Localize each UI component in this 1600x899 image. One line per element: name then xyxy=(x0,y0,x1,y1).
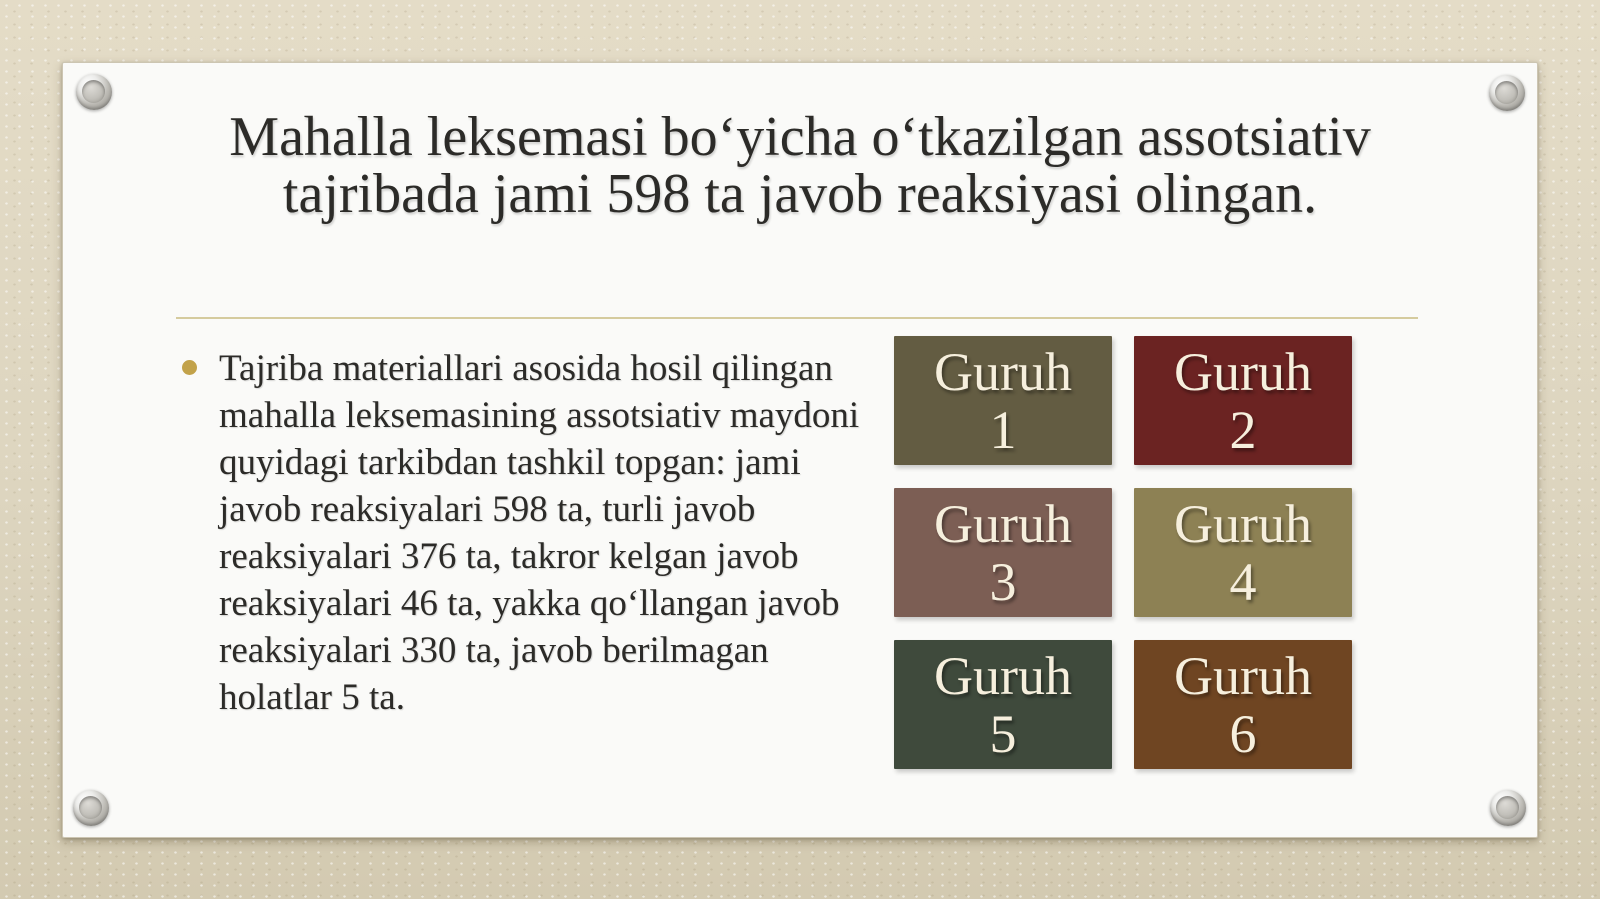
group-label: Guruh xyxy=(1174,493,1312,554)
group-label: Guruh xyxy=(934,493,1072,554)
group-number: 1 xyxy=(989,399,1017,460)
group-number: 4 xyxy=(1229,551,1257,612)
group-number: 3 xyxy=(989,551,1017,612)
group-label: Guruh xyxy=(934,645,1072,706)
corner-screw-icon xyxy=(1489,75,1525,111)
group-tile-4: Guruh 4 xyxy=(1134,488,1352,617)
bullet-item: Tajriba materiallari asosida hosil qilin… xyxy=(175,345,875,721)
group-label: Guruh xyxy=(1174,341,1312,402)
divider-line xyxy=(176,317,1418,319)
corner-screw-icon xyxy=(1490,790,1526,826)
group-tile-3: Guruh 3 xyxy=(894,488,1112,617)
bullet-icon xyxy=(182,360,197,375)
group-tile-5: Guruh 5 xyxy=(894,640,1112,769)
group-number: 6 xyxy=(1229,703,1257,764)
group-label: Guruh xyxy=(934,341,1072,402)
group-tile-2: Guruh 2 xyxy=(1134,336,1352,465)
groups-grid: Guruh 1 Guruh 2 Guruh 3 Guruh 4 Guruh 5 … xyxy=(894,336,1352,769)
slide-card: Mahalla leksemasi boʻyicha oʻtkazilgan a… xyxy=(62,62,1538,838)
group-number: 2 xyxy=(1229,399,1257,460)
slide-title-line-1: Mahalla leksemasi boʻyicha oʻtkazilgan a… xyxy=(229,106,1371,168)
corner-screw-icon xyxy=(76,74,112,110)
group-tile-1: Guruh 1 xyxy=(894,336,1112,465)
slide-title: Mahalla leksemasi boʻyicha oʻtkazilgan a… xyxy=(63,109,1537,223)
group-label: Guruh xyxy=(1174,645,1312,706)
group-number: 5 xyxy=(989,703,1017,764)
group-tile-6: Guruh 6 xyxy=(1134,640,1352,769)
slide-title-line-2: tajribada jami 598 ta javob reaksiyasi o… xyxy=(282,163,1318,225)
corner-screw-icon xyxy=(73,790,109,826)
bullet-text: Tajriba materiallari asosida hosil qilin… xyxy=(219,348,860,718)
